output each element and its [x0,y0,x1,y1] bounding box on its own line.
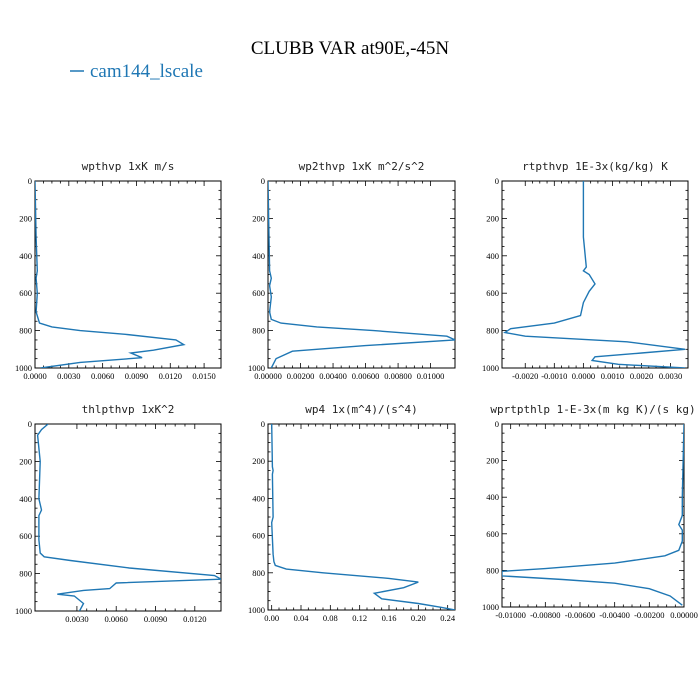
y-tick-label: 1000 [482,363,499,373]
y-tick-label: 400 [19,494,32,504]
x-tick-label: 0.0090 [144,614,167,624]
x-tick-label: -0.00400 [599,610,629,620]
x-tick-label: -0.00200 [634,610,664,620]
y-tick-label: 400 [19,251,32,261]
panel-title: wp4 1x(m^4)/(s^4) [305,403,418,416]
y-tick-label: 600 [486,288,499,298]
y-tick-label: 200 [19,213,32,223]
y-tick-label: 800 [19,569,32,579]
y-tick-label: 400 [252,251,265,261]
x-tick-label: 0.04 [294,613,310,623]
x-tick-label: 0.00 [264,613,279,623]
y-tick-label: 800 [252,568,265,578]
y-tick-label: 0 [495,419,499,429]
x-tick-label: 0.01000 [417,371,445,381]
y-tick-label: 200 [252,213,265,223]
series-line-cam144_lscale [36,424,221,611]
panel-3: rtpthvp 1E-3x(kg/kg) K 0 200 400 600 800 1000 -… [482,160,689,381]
x-tick-label: 0.08 [323,613,338,623]
legend-label: cam144_lscale [90,61,203,82]
x-tick-label: 0.00200 [287,371,315,381]
series-line-cam144_lscale [268,181,455,368]
x-tick-label: 0.0060 [91,371,114,381]
x-tick-label: 0.0120 [183,614,206,624]
panel-6: wprtpthlp 1-E-3x(m kg K)/(s kg) 0 200 400 60… [482,403,698,620]
x-tick-label: 0.0010 [601,371,624,381]
x-tick-label: 0.00000 [254,371,282,381]
x-tick-label: 0.00600 [352,371,380,381]
panel-2: wp2thvp 1xK m^2/s^2020040060080010000.00… [248,160,456,381]
y-tick-label: 0 [28,176,32,186]
x-tick-label: 0.0090 [125,371,148,381]
y-tick-label: 1000 [248,605,265,615]
plot-frame [267,180,456,369]
x-tick-label: 0.20 [411,613,426,623]
x-tick-label: -0.0010 [541,371,567,381]
panel-title: thlpthvp 1xK^2 [82,403,175,416]
x-tick-label: -0.00600 [565,610,595,620]
y-tick-label: 1000 [248,363,265,373]
plot-frame [501,423,685,608]
x-tick-label: 0.0030 [57,371,80,381]
x-tick-label: 0.00800 [384,371,412,381]
x-tick-label: 0.0000 [572,371,595,381]
plot-frame [34,180,222,369]
y-tick-label: 400 [486,251,499,261]
panel-title: rtpthvp 1E-3x(kg/kg) K [522,160,668,173]
y-tick-label: 400 [252,493,265,503]
x-tick-label: 0.0030 [659,371,682,381]
y-tick-label: 200 [19,456,32,466]
x-tick-label: 0.0000 [23,371,46,381]
y-tick-label: 200 [252,456,265,466]
y-tick-label: 0 [261,419,265,429]
x-tick-label: 0.0030 [65,614,88,624]
x-tick-label: 0.0150 [192,371,215,381]
y-tick-label: 600 [252,531,265,541]
y-tick-label: 400 [486,492,499,502]
x-tick-label: 0.00000 [670,610,698,620]
x-tick-label: -0.0020 [512,371,538,381]
y-tick-label: 600 [19,288,32,298]
series-line-cam144_lscale [502,424,684,606]
y-tick-label: 0 [28,419,32,429]
x-tick-label: 0.00400 [319,371,347,381]
y-tick-label: 200 [486,456,499,466]
x-tick-label: 0.0060 [105,614,128,624]
x-tick-label: 0.16 [382,613,397,623]
y-tick-label: 600 [252,288,265,298]
x-tick-label: 0.12 [352,613,367,623]
panel-title: wpthvp 1xK m/s [82,160,175,173]
y-tick-label: 1000 [482,602,499,612]
x-tick-label: -0.01000 [495,610,525,620]
x-tick-label: 0.0120 [159,371,182,381]
y-tick-label: 600 [486,529,499,539]
y-tick-label: 800 [19,326,32,336]
y-tick-label: 200 [486,213,499,223]
series-line-cam144_lscale [503,181,686,368]
plot-frame [267,423,456,611]
y-tick-label: 800 [486,565,499,575]
panel-4: thlpthvp 1xK^2 0 200 400 600 800 1000 0.0030 0.0… [15,403,222,624]
y-tick-label: 600 [19,531,32,541]
y-tick-label: 1000 [15,363,32,373]
y-tick-label: 800 [486,326,499,336]
x-tick-label: 0.0020 [630,371,653,381]
y-tick-label: 0 [261,176,265,186]
x-tick-label: -0.00800 [530,610,560,620]
y-tick-label: 1000 [15,606,32,616]
panel-title: wprtpthlp 1-E-3x(m kg K)/(s kg) [490,403,695,416]
y-tick-label: 800 [252,326,265,336]
series-line-cam144_lscale [35,181,186,368]
y-tick-label: 0 [495,176,499,186]
series-line-cam144_lscale [270,424,455,610]
panel-title: wp2thvp 1xK m^2/s^2 [299,160,425,173]
figure-title: CLUBB VAR at90E,-45N [251,38,450,59]
x-tick-label: 0.24 [440,613,456,623]
